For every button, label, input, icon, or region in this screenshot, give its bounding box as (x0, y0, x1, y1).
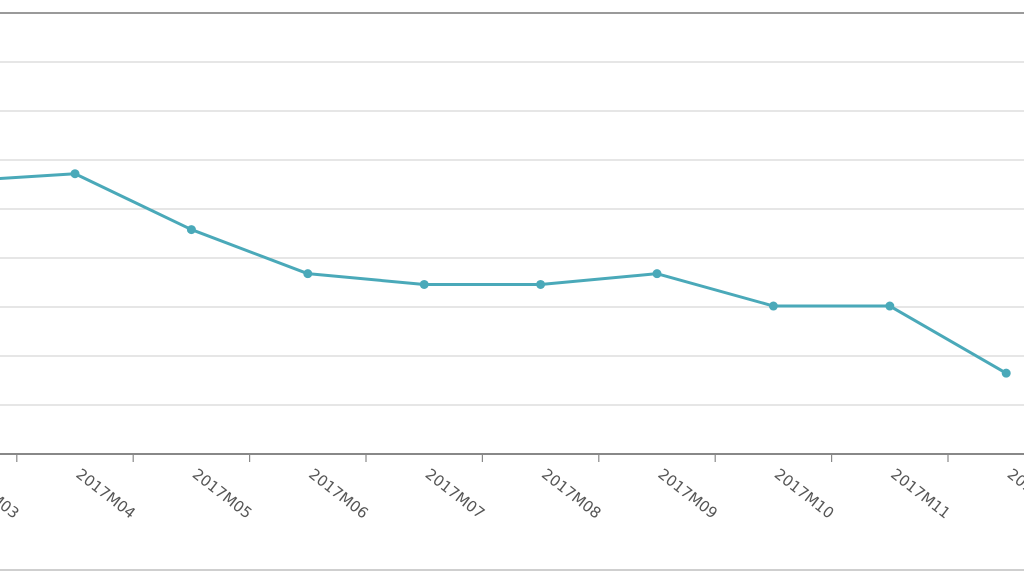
x-tick-label: 2017M10 (771, 465, 837, 522)
data-point[interactable] (186, 225, 196, 235)
x-tick-label: 2017M05 (189, 465, 255, 522)
data-point[interactable] (652, 269, 662, 279)
data-point[interactable] (1001, 368, 1011, 378)
x-tick-label: 2017M04 (73, 465, 139, 522)
x-tick-label: 2017M11 (887, 465, 953, 522)
x-axis-tick-labels: 2017M03 2017M04 2017M05 2017M06 2017M07 2017M… (0, 465, 1024, 522)
data-points (70, 169, 1011, 378)
series-line (0, 172, 1007, 375)
data-point[interactable] (303, 269, 313, 279)
x-tick-label: 2017M09 (655, 465, 721, 522)
x-tick-label: 2017M12 (1004, 465, 1024, 522)
data-point[interactable] (768, 301, 778, 311)
data-point[interactable] (885, 301, 895, 311)
data-point[interactable] (419, 279, 429, 289)
x-tick-label: 2017M08 (538, 465, 604, 522)
data-point[interactable] (536, 279, 546, 289)
data-point[interactable] (70, 169, 80, 179)
x-axis-ticks (16, 454, 949, 462)
x-tick-label: 2017M07 (422, 465, 488, 522)
series-group (0, 169, 1011, 378)
x-tick-label: 2017M03 (0, 465, 23, 522)
gridlines (0, 61, 1024, 406)
x-tick-label: 2017M06 (305, 465, 371, 522)
